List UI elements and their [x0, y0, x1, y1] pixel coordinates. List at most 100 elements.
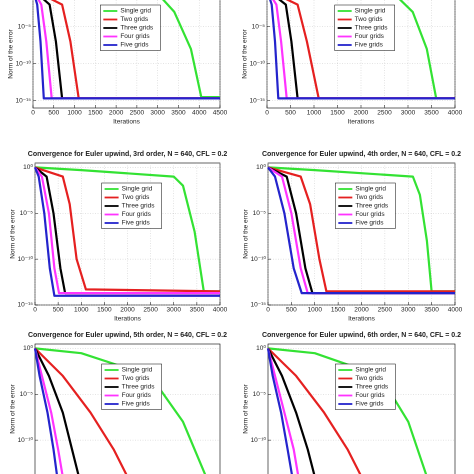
legend-label: Four grids — [355, 211, 385, 218]
x-tick-label: 2000 — [354, 307, 369, 314]
x-tick-label: 2000 — [354, 110, 369, 117]
series-line — [33, 348, 64, 474]
x-tick-label: 1000 — [74, 307, 89, 314]
x-tick-label: 0 — [266, 307, 270, 314]
x-tick-label: 3000 — [401, 110, 416, 117]
chart-title: Convergence for Euler upwind, 3rd order,… — [28, 151, 228, 158]
chart-title: Convergence for Euler upwind, 6th order,… — [262, 332, 461, 339]
y-tick-label: 10⁻⁵ — [20, 210, 34, 217]
y-tick-label: 10⁻⁵ — [18, 23, 32, 30]
x-tick-label: 4000 — [448, 110, 463, 117]
panel: Convergence for Euler upwind, 6th order,… — [243, 332, 461, 474]
y-tick-label: 10⁻¹⁰ — [18, 255, 34, 263]
series-line — [33, 166, 220, 297]
y-tick-label: 10⁻¹⁰ — [250, 59, 266, 67]
panel: Convergence for Euler upwind, 3rd order,… — [10, 151, 228, 323]
x-tick-label: 2000 — [120, 307, 135, 314]
series-line — [34, 166, 220, 295]
x-tick-label: 0 — [31, 110, 35, 117]
x-tick-label: 0 — [33, 307, 37, 314]
series-line — [34, 347, 128, 474]
x-axis-label: Iterations — [114, 316, 141, 323]
series-line — [162, 0, 220, 99]
x-tick-label: 3000 — [150, 110, 165, 117]
x-tick-label: 3000 — [401, 307, 416, 314]
y-axis-label: Norm of the error — [8, 28, 15, 78]
series-line — [266, 348, 300, 474]
y-axis-label: Norm of the error — [242, 28, 249, 78]
y-tick-label: 10⁻¹⁵ — [249, 97, 265, 104]
legend-label: Five grids — [122, 401, 151, 408]
x-tick-label: 2500 — [378, 307, 393, 314]
y-tick-label: 10⁻⁵ — [253, 210, 267, 217]
chart-title: Convergence for Euler upwind, 5th order,… — [28, 332, 227, 339]
y-tick-label: 10⁻¹⁰ — [251, 255, 267, 263]
legend-label: Four grids — [355, 392, 385, 399]
x-axis-label: Iterations — [348, 119, 375, 126]
series-line — [267, 347, 362, 474]
x-tick-label: 1000 — [307, 110, 322, 117]
chart-title: Convergence for Euler upwind, 4th order,… — [262, 151, 461, 158]
y-tick-label: 10⁻¹⁰ — [16, 59, 32, 67]
y-tick-label: 10⁰ — [256, 163, 266, 171]
panel: Convergence for Euler upwind, 5th order,… — [10, 332, 227, 474]
x-tick-label: 2500 — [130, 110, 145, 117]
legend-label: Single grid — [122, 367, 153, 374]
y-tick-label: 10⁰ — [23, 344, 33, 352]
y-tick-label: 10⁻¹⁵ — [250, 302, 266, 309]
x-tick-label: 1500 — [97, 307, 112, 314]
x-tick-label: 4000 — [192, 110, 207, 117]
legend-label: Two grids — [120, 16, 149, 23]
legend-label: Three grids — [122, 384, 156, 391]
y-axis-label: Norm of the error — [10, 383, 17, 433]
legend-label: Two grids — [122, 194, 151, 201]
legend-label: Two grids — [355, 16, 384, 23]
y-axis-label: Norm of the error — [10, 208, 17, 258]
y-tick-label: 10⁻⁵ — [252, 23, 266, 30]
legend-label: Single grid — [355, 186, 386, 193]
x-tick-label: 0 — [265, 110, 269, 117]
series-line — [269, 0, 455, 100]
legend-label: Four grids — [120, 33, 150, 40]
panel: Norm of the error Iterations 10⁻⁵ 10⁻¹⁰ 10⁻¹… — [8, 0, 228, 126]
y-tick-label: 10⁻¹⁰ — [18, 436, 34, 444]
panel: Convergence for Euler upwind, 4th order,… — [243, 151, 463, 323]
x-axis-label: Iterations — [348, 316, 375, 323]
legend-label: Two grids — [355, 194, 384, 201]
x-tick-label: 2500 — [143, 307, 158, 314]
x-axis-label: Iterations — [113, 119, 140, 126]
x-tick-label: 4000 — [448, 307, 463, 314]
legend-label: Five grids — [122, 220, 151, 227]
legend-label: Four grids — [122, 211, 152, 218]
series-line — [34, 0, 220, 100]
x-tick-label: 4000 — [213, 307, 228, 314]
legend-label: Five grids — [120, 42, 149, 49]
x-tick-label: 2500 — [377, 110, 392, 117]
series-line — [267, 347, 316, 474]
legend-label: Single grid — [355, 8, 386, 15]
x-tick-label: 500 — [48, 110, 59, 117]
series-line — [267, 166, 455, 293]
x-tick-label: 2000 — [109, 110, 124, 117]
series-line — [33, 348, 58, 474]
x-tick-label: 3500 — [424, 110, 439, 117]
y-tick-label: 10⁻¹⁵ — [17, 302, 33, 309]
series-line — [266, 348, 293, 474]
x-tick-label: 4500 — [213, 110, 228, 117]
x-tick-label: 1500 — [88, 110, 103, 117]
series-line — [34, 166, 221, 293]
legend-label: Single grid — [120, 8, 151, 15]
legend-label: Four grids — [355, 33, 385, 40]
legend-label: Single grid — [355, 367, 386, 374]
y-tick-label: 10⁻⁵ — [20, 391, 34, 398]
legend-label: Two grids — [122, 375, 151, 382]
y-tick-label: 10⁻⁵ — [253, 391, 267, 398]
y-tick-label: 10⁻¹⁵ — [15, 97, 31, 104]
x-tick-label: 3500 — [190, 307, 205, 314]
y-tick-label: 10⁻¹⁰ — [251, 436, 267, 444]
x-tick-label: 500 — [286, 307, 297, 314]
y-axis-label: Norm of the error — [243, 383, 250, 433]
legend-label: Five grids — [355, 401, 384, 408]
x-tick-label: 1500 — [330, 110, 345, 117]
